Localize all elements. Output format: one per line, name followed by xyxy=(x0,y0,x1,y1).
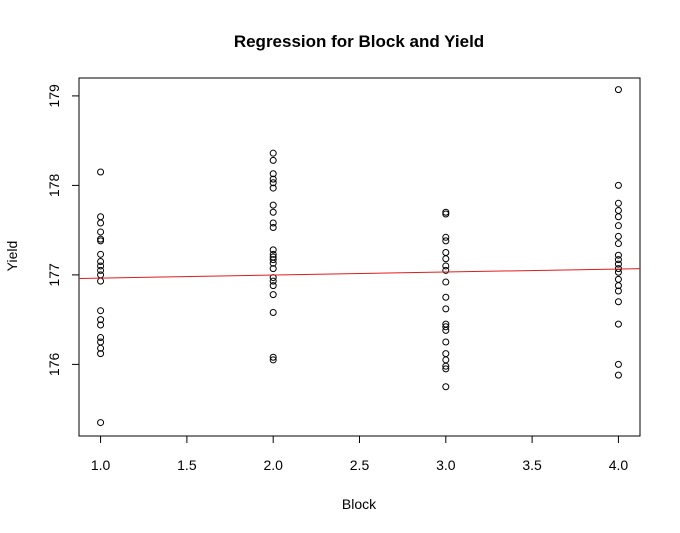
x-axis: 1.0 1.5 2.0 2.5 3.0 3.5 4.0 xyxy=(91,435,629,473)
data-point xyxy=(614,213,622,221)
data-point xyxy=(442,356,450,364)
data-point xyxy=(97,321,105,329)
data-point xyxy=(442,365,450,373)
data-point xyxy=(269,156,277,164)
data-point xyxy=(269,308,277,316)
regression-line xyxy=(78,268,641,279)
data-point xyxy=(614,360,622,368)
data-point xyxy=(269,175,277,183)
x-axis-label: Block xyxy=(342,496,377,512)
data-point xyxy=(97,334,105,342)
data-point xyxy=(97,228,105,236)
x-tick-label: 3.0 xyxy=(436,457,456,473)
data-point xyxy=(269,256,277,264)
data-point xyxy=(269,277,277,285)
data-point xyxy=(97,262,105,270)
data-point xyxy=(614,275,622,283)
data-point xyxy=(269,250,277,258)
data-point xyxy=(97,277,105,285)
data-point xyxy=(442,249,450,257)
regression-line-group xyxy=(78,268,641,279)
x-tick-label: 4.0 xyxy=(609,457,629,473)
data-point xyxy=(269,291,277,299)
data-point xyxy=(442,237,450,245)
data-point xyxy=(442,383,450,391)
data-point xyxy=(614,181,622,189)
data-point xyxy=(97,237,105,245)
x-tick-label: 2.0 xyxy=(263,457,283,473)
data-point xyxy=(97,338,105,346)
data-point xyxy=(442,350,450,358)
data-point xyxy=(97,168,105,176)
data-point xyxy=(97,219,105,227)
data-points xyxy=(97,86,622,427)
data-point xyxy=(97,316,105,324)
data-point xyxy=(614,251,622,259)
data-point xyxy=(269,208,277,216)
plot-frame xyxy=(78,77,641,437)
y-tick-label: 176 xyxy=(46,353,62,377)
data-point xyxy=(269,170,277,178)
data-point xyxy=(614,320,622,328)
data-point xyxy=(442,293,450,301)
data-point xyxy=(614,268,622,276)
data-point xyxy=(97,344,105,352)
data-point xyxy=(614,256,622,264)
data-point xyxy=(442,210,450,218)
data-point xyxy=(614,199,622,207)
data-point xyxy=(269,246,277,254)
y-tick-label: 178 xyxy=(46,174,62,198)
data-point xyxy=(614,240,622,248)
y-axis-label: Yield xyxy=(4,241,20,272)
x-tick-label: 3.5 xyxy=(522,457,542,473)
data-point xyxy=(614,260,622,268)
data-point xyxy=(97,419,105,427)
data-point xyxy=(269,265,277,273)
x-tick-label: 1.0 xyxy=(91,457,111,473)
data-point xyxy=(269,223,277,231)
data-point xyxy=(442,338,450,346)
data-point xyxy=(614,232,622,240)
data-point xyxy=(442,266,450,274)
data-point xyxy=(97,266,105,274)
data-point xyxy=(97,271,105,279)
data-point xyxy=(97,307,105,315)
data-point xyxy=(269,179,277,187)
data-point xyxy=(614,222,622,230)
data-point xyxy=(97,213,105,221)
data-point xyxy=(269,201,277,209)
data-point xyxy=(614,371,622,379)
data-point xyxy=(442,362,450,370)
x-tick-label: 2.5 xyxy=(350,457,370,473)
data-point xyxy=(269,149,277,157)
data-point xyxy=(442,278,450,286)
data-point xyxy=(269,356,277,364)
data-point xyxy=(97,350,105,358)
chart-title: Regression for Block and Yield xyxy=(234,32,484,51)
data-point xyxy=(442,233,450,241)
y-axis: 176 177 178 179 xyxy=(46,84,80,377)
data-point xyxy=(442,323,450,331)
data-point xyxy=(269,282,277,290)
data-point xyxy=(442,262,450,270)
data-point xyxy=(614,282,622,290)
data-point xyxy=(269,353,277,361)
y-tick-label: 177 xyxy=(46,263,62,287)
data-point xyxy=(614,287,622,295)
data-point xyxy=(442,305,450,313)
data-point xyxy=(442,255,450,263)
data-point xyxy=(614,86,622,94)
y-tick-label: 179 xyxy=(46,84,62,108)
data-point xyxy=(442,326,450,334)
data-point xyxy=(269,259,277,267)
data-point xyxy=(97,250,105,258)
data-point xyxy=(269,184,277,192)
x-tick-label: 1.5 xyxy=(177,457,197,473)
data-point xyxy=(269,219,277,227)
data-point xyxy=(614,206,622,214)
data-point xyxy=(97,257,105,265)
data-point xyxy=(614,298,622,306)
